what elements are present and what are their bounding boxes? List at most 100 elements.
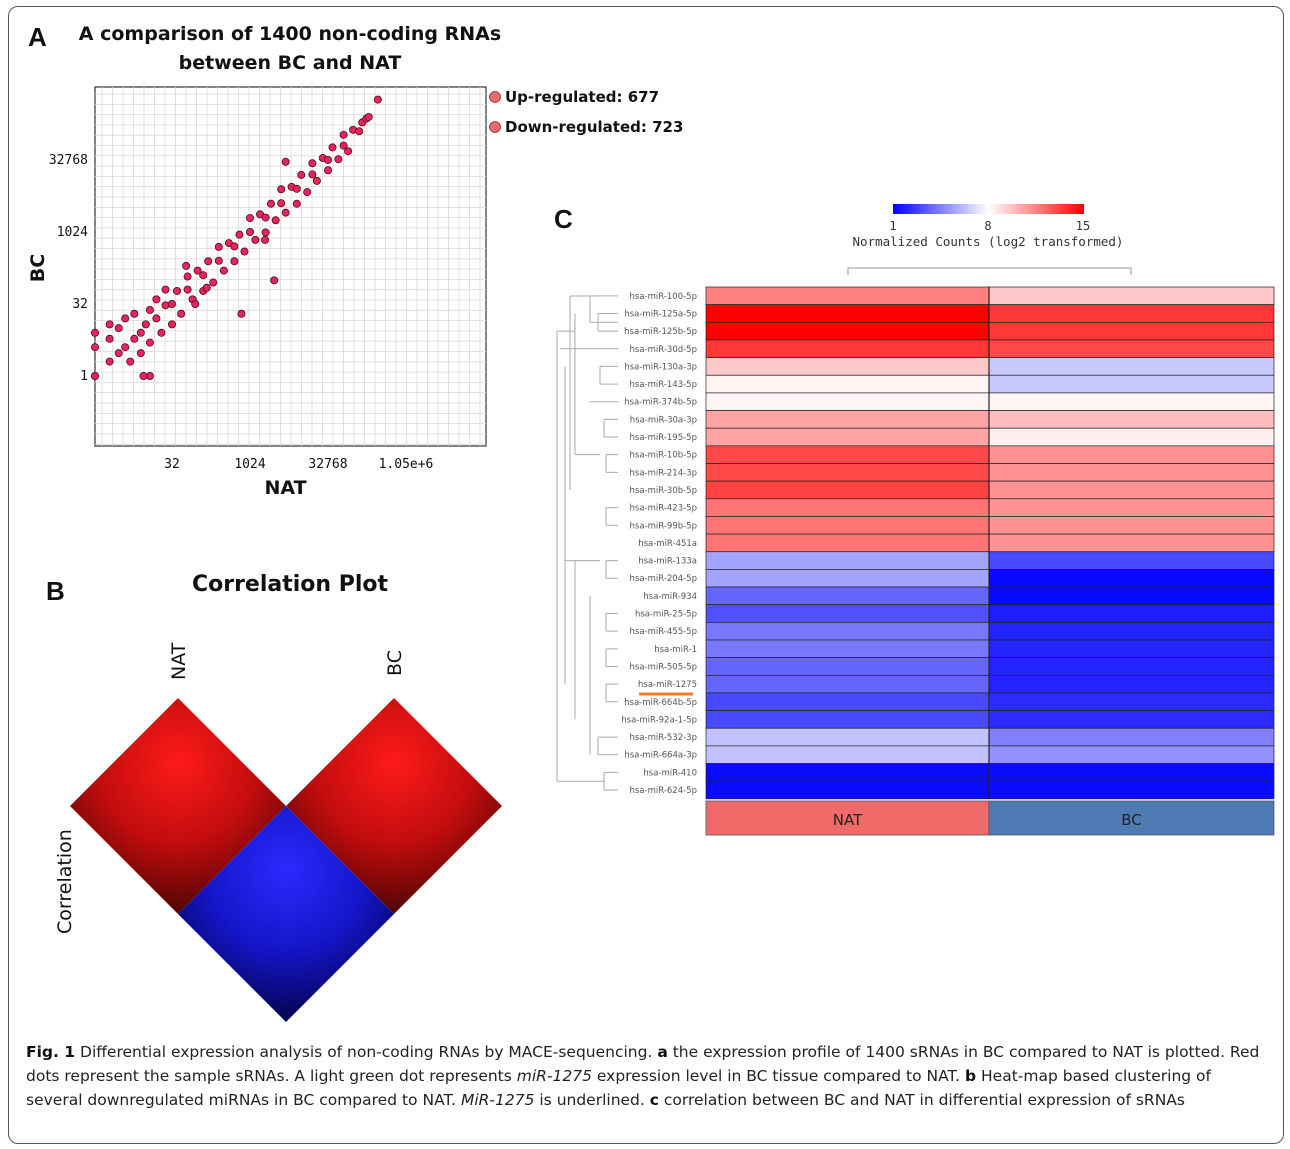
scatter-point: [245, 214, 254, 223]
scatter-point: [130, 309, 139, 318]
x-tick-label: 32: [164, 457, 180, 472]
scatter-point: [183, 272, 192, 281]
scatter-point: [145, 338, 154, 347]
scatter-point: [373, 95, 382, 104]
scatter-point: [355, 127, 364, 136]
scatter-point: [157, 328, 166, 337]
scatter-point: [261, 228, 270, 237]
correlation-title: Correlation Plot: [191, 572, 389, 597]
scatter-point: [303, 188, 312, 197]
scatter-point: [105, 334, 114, 343]
correlation-label-nat: NAT: [168, 642, 190, 680]
x-tick-label: 1.05e+6: [379, 457, 434, 472]
y-tick-label: 1024: [57, 225, 88, 240]
y-tick-label: 32: [72, 297, 88, 312]
scatter-point: [237, 309, 246, 318]
scatter-point: [204, 257, 213, 266]
scatter-point: [214, 256, 223, 265]
caption-c: c: [649, 1091, 659, 1109]
legend-marker: [489, 121, 501, 133]
x-axis-label: NAT: [264, 477, 306, 499]
scatter-point: [121, 314, 130, 323]
scatter-point: [136, 328, 145, 337]
scatter-title-line2: between BC and NAT: [178, 52, 402, 74]
panel-label-a: A: [28, 22, 47, 52]
scatter-point: [167, 320, 176, 329]
scatter-point: [334, 155, 343, 164]
scatter-point: [161, 285, 170, 294]
correlation-side-label: Correlation: [54, 829, 76, 934]
scatter-point: [152, 295, 161, 304]
scatter-point: [251, 235, 260, 244]
scatter-point: [214, 242, 223, 251]
scatter-point: [270, 276, 279, 285]
scatter-point: [141, 320, 150, 329]
scatter-point: [281, 157, 290, 166]
scatter-point: [177, 309, 186, 318]
scatter-point: [126, 357, 135, 366]
legend-entry: Up-regulated: 677: [505, 88, 659, 106]
caption-a: a: [657, 1043, 668, 1061]
scatter-point: [161, 301, 170, 310]
scatter-point: [91, 328, 100, 337]
scatter-point: [114, 349, 123, 358]
scatter-point: [261, 235, 270, 244]
scatter-point: [202, 283, 211, 292]
legend-marker: [489, 91, 501, 103]
scatter-title: A comparison of 1400 non-coding RNAs bet…: [70, 20, 510, 78]
scatter-point: [281, 208, 290, 217]
scatter-point: [277, 199, 286, 208]
scatter-point: [271, 216, 280, 225]
scatter-title-line1: A comparison of 1400 non-coding RNAs: [78, 23, 502, 45]
scatter-point: [323, 166, 332, 175]
scatter-point: [91, 343, 100, 352]
caption-text6: correlation between BC and NAT in differ…: [658, 1091, 1185, 1109]
caption-text5: is underlined.: [534, 1091, 650, 1109]
scatter-point: [219, 266, 228, 275]
scatter-point: [230, 257, 239, 266]
scatter-point: [121, 343, 130, 352]
caption-b: b: [964, 1067, 977, 1085]
y-tick-label: 32768: [49, 153, 88, 168]
y-axis-label: BC: [27, 254, 49, 282]
scatter-point: [193, 266, 202, 275]
legend-entry: Down-regulated: 723: [505, 118, 683, 136]
scatter-point: [167, 299, 176, 308]
correlation-label-bc: BC: [384, 650, 406, 676]
scatter-point: [308, 159, 317, 168]
scatter-points: [91, 95, 382, 380]
scatter-point: [261, 213, 270, 222]
scatter-point: [152, 314, 161, 323]
scatter-point: [136, 349, 145, 358]
caption-fig-label: Fig. 1: [26, 1043, 76, 1061]
scatter-point: [344, 147, 353, 156]
scatter-point: [297, 170, 306, 179]
scatter-point: [199, 271, 208, 280]
scatter-point: [292, 199, 301, 208]
scatter-point: [364, 112, 373, 121]
scatter-point: [182, 261, 191, 270]
caption-mir2: MiR-1275: [460, 1091, 535, 1109]
scatter-point: [277, 185, 286, 194]
scatter-point: [173, 286, 182, 295]
x-tick-label: 1024: [234, 457, 265, 472]
scatter-point: [91, 371, 100, 380]
scatter-point: [139, 371, 148, 380]
scatter-point: [266, 199, 275, 208]
scatter-point: [114, 324, 123, 333]
scatter-point: [312, 176, 321, 185]
caption-text1: Differential expression analysis of non-…: [75, 1043, 658, 1061]
scatter-point: [240, 247, 249, 256]
scatter-plot: 32 1024 32768 1.05e+6132102432768NATBCUp-re…: [27, 86, 683, 499]
scatter-point: [130, 334, 139, 343]
caption-text3: expression level in BC tissue compared t…: [591, 1067, 965, 1085]
scatter-point: [183, 285, 192, 294]
scatter-point: [105, 357, 114, 366]
scatter-point: [245, 227, 254, 236]
scatter-point: [209, 278, 218, 287]
scatter-point: [339, 130, 348, 139]
figure-frame: [8, 6, 1284, 1144]
scatter-point: [308, 170, 317, 179]
caption-text4: Heat-map based clustering of several dow…: [26, 1067, 1211, 1109]
x-tick-label: 32768: [308, 457, 347, 472]
